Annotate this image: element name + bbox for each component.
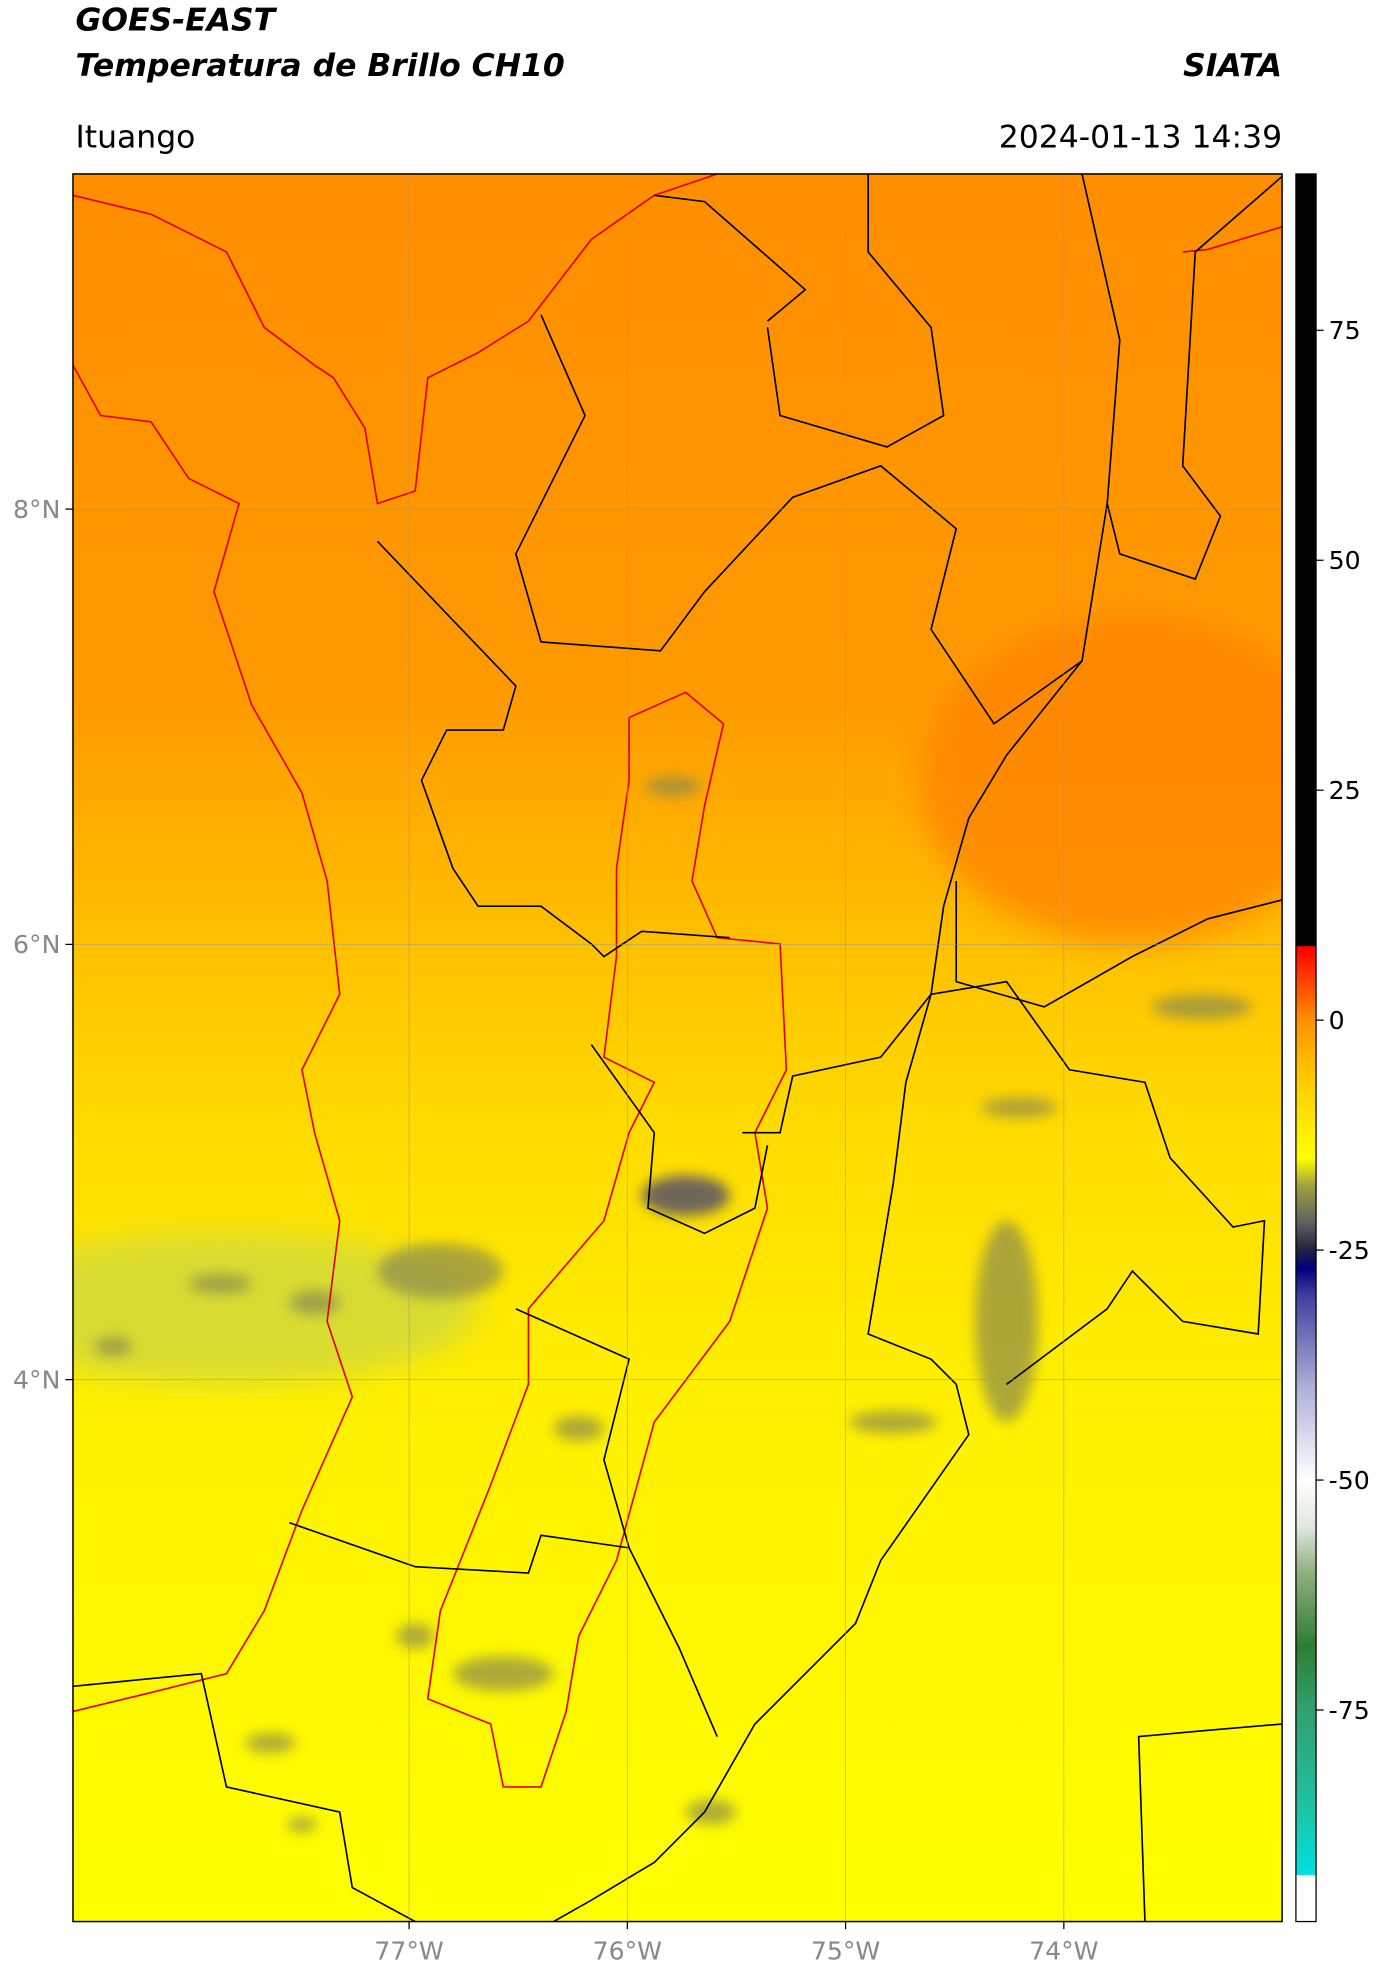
x-tick-label: 77°W (374, 1936, 444, 1965)
colorbar-tick-label: -50 (1329, 1466, 1370, 1495)
colorbar-tick-label: -75 (1329, 1696, 1370, 1725)
x-tick-label: 76°W (593, 1936, 663, 1965)
map-image (72, 173, 1283, 1922)
subtitle: Temperatura de Brillo CH10 (75, 48, 564, 84)
y-tick-label: 8°N (13, 495, 60, 524)
title: GOES-EAST (75, 3, 277, 39)
y-tick-label: 4°N (13, 1365, 60, 1394)
x-tick-label: 75°W (811, 1936, 881, 1965)
colorbar-tick-label: 25 (1329, 776, 1361, 805)
x-tick-label: 74°W (1029, 1936, 1099, 1965)
location: Ituango (75, 120, 195, 156)
grid (72, 173, 1283, 1922)
source: SIATA (1183, 48, 1282, 84)
colorbar-tick-label: 50 (1329, 546, 1361, 575)
map-frame (72, 173, 1283, 1923)
colorbar-tick-label: -25 (1329, 1236, 1370, 1265)
y-tick-label: 6°N (13, 930, 60, 959)
datetime: 2024-01-13 14:39 (999, 120, 1282, 156)
colorbar-tick-label: 75 (1329, 316, 1361, 345)
colorbar (1295, 173, 1317, 1923)
colorbar-tick-label: 0 (1329, 1006, 1345, 1035)
